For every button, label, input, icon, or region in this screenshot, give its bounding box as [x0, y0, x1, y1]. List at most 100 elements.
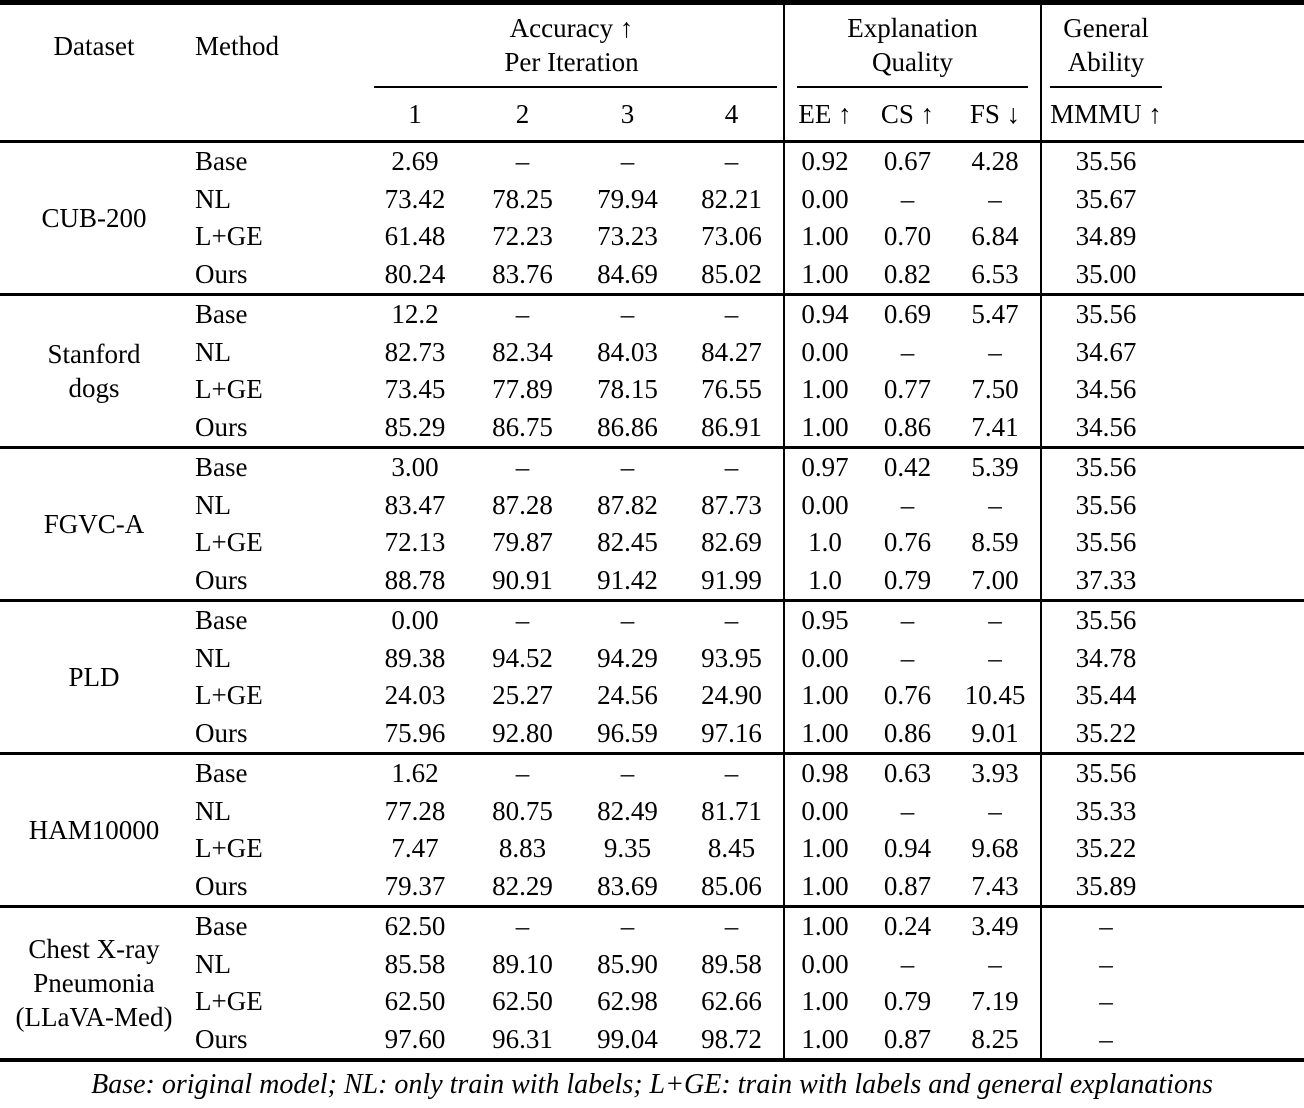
row-spacer: [1170, 218, 1304, 256]
fs-value: –: [988, 336, 1002, 367]
dataset-label-line: Stanford: [47, 339, 141, 369]
iter4-value: 98.72: [701, 1023, 762, 1054]
mmmu-value: 35.22: [1040, 714, 1170, 752]
iter2-value: 90.91: [492, 564, 553, 595]
fs-value: –: [988, 605, 1002, 636]
iter4-value: 62.66: [701, 986, 762, 1017]
group-header-general-line1: General: [1063, 13, 1149, 43]
cs-value: 0.42: [883, 452, 932, 483]
iter1-value: 0.00: [391, 605, 439, 636]
row-spacer: [1170, 296, 1304, 334]
mmmu-value: –: [1040, 1020, 1170, 1058]
iter3-value: –: [620, 605, 635, 636]
fs-value: 3.93: [971, 758, 1019, 789]
method-label: Base: [195, 299, 248, 330]
cs-value: 0.94: [883, 833, 932, 864]
table-row: Base 1.62 – – – 0.98 0.63 3.93 35.56: [0, 755, 1304, 793]
group-header-accuracy: Accuracy ↑ Per Iteration: [360, 5, 783, 88]
method-label: Ours: [195, 870, 248, 901]
row-spacer: [1170, 1021, 1304, 1059]
row-spacer: [1170, 562, 1304, 600]
iter3-value: –: [620, 146, 635, 177]
iter1-value: 2.69: [391, 146, 439, 177]
cs-value: –: [900, 948, 915, 979]
fs-value: 7.50: [971, 374, 1019, 405]
ee-value: 1.00: [783, 1020, 865, 1058]
method-label: NL: [195, 795, 231, 826]
iter4-value: –: [724, 911, 739, 942]
iter1-value: 73.42: [384, 183, 446, 214]
iter1-value: 3.00: [391, 452, 439, 483]
iter4-value: –: [724, 146, 739, 177]
row-spacer: [1170, 409, 1304, 447]
iter3-value: 24.56: [597, 680, 658, 711]
table-row: NL 83.47 87.28 87.82 87.73 0.00 – – 35.56: [0, 486, 1304, 524]
fs-value: 7.19: [971, 986, 1019, 1017]
method-label: NL: [195, 183, 231, 214]
iter1-value: 1.62: [391, 758, 439, 789]
iter4-value: 85.02: [701, 258, 762, 289]
col-header-method: Method: [195, 31, 279, 61]
method-label: NL: [195, 642, 231, 673]
mmmu-value: 34.56: [1040, 371, 1170, 409]
iter1-value: 82.73: [384, 336, 446, 367]
iter3-value: 83.69: [597, 870, 658, 901]
col-header-iteration-1: 1: [408, 98, 422, 129]
dataset-label-line: Pneumonia: [33, 968, 155, 998]
mmmu-value: 35.56: [1040, 449, 1170, 487]
table-row: L+GE 72.13 79.87 82.45 82.69 1.0 0.76 8.59 35.56: [0, 524, 1304, 562]
table-row: Base 62.50– – –1.00 0.24 3.49–: [0, 908, 1304, 946]
mmmu-value: 34.56: [1040, 408, 1170, 446]
fs-value: 8.59: [971, 527, 1019, 558]
dataset-label: PLD: [0, 602, 188, 752]
iter1-value: 62.50: [384, 911, 446, 942]
table-row: Base 12.2 – – – 0.94 0.69 5.47 35.56: [0, 296, 1304, 334]
dataset-label: FGVC-A: [0, 449, 188, 599]
ee-value: 0.94: [783, 296, 865, 334]
table-header: Dataset Method Accuracy ↑ Per Iteration …: [0, 5, 1304, 140]
col-header-cs: CS ↑: [880, 98, 935, 129]
iter4-value: 91.99: [701, 564, 762, 595]
iter2-value: 92.80: [492, 717, 553, 748]
method-label: L+GE: [195, 527, 263, 558]
cs-value: –: [900, 336, 915, 367]
iter3-value: 96.59: [597, 717, 658, 748]
table-row: Ours 85.29 86.75 86.86 86.91 1.00 0.86 7.41 34.5…: [0, 408, 1304, 447]
method-label: Ours: [195, 717, 248, 748]
fs-value: –: [988, 948, 1002, 979]
general-group-underline: [1050, 86, 1162, 88]
iter4-value: –: [724, 605, 739, 636]
ee-value: 0.98: [783, 755, 865, 793]
iter1-value: 85.29: [384, 411, 446, 442]
table-row: Base 2.69 – – – 0.92 0.67 4.28 35.56: [0, 143, 1304, 181]
mmmu-value: 35.44: [1040, 677, 1170, 715]
iter2-value: 80.75: [492, 795, 553, 826]
cs-value: 0.77: [883, 374, 932, 405]
ee-value: 1.00: [783, 983, 865, 1021]
iter1-value: 83.47: [384, 489, 446, 520]
iter2-value: 87.28: [492, 489, 553, 520]
ee-value: 1.0: [783, 524, 865, 562]
row-spacer: [1170, 830, 1304, 868]
iter1-value: 72.13: [384, 527, 446, 558]
table-row: NL 82.73 82.34 84.03 84.27 0.00 – – 34.67: [0, 333, 1304, 372]
fs-value: 9.68: [971, 833, 1019, 864]
mmmu-value: 35.56: [1040, 143, 1170, 181]
iter1-value: 73.45: [384, 374, 446, 405]
col-header-iteration-4: 4: [724, 98, 739, 129]
row-spacer: [1170, 946, 1304, 984]
ee-value: 0.95: [783, 602, 865, 640]
fs-value: –: [988, 183, 1002, 214]
mmmu-value: –: [1040, 983, 1170, 1021]
iter4-value: –: [724, 299, 739, 330]
fs-value: 10.45: [964, 680, 1026, 711]
dataset-label: HAM10000: [0, 755, 188, 905]
iter2-value: 86.75: [492, 411, 553, 442]
iter2-value: 83.76: [492, 258, 553, 289]
iter1-value: 61.48: [384, 221, 446, 252]
row-spacer: [1170, 334, 1304, 372]
iter4-value: 82.69: [701, 527, 762, 558]
dataset-label-line: dogs: [68, 373, 120, 403]
fs-value: 6.53: [971, 258, 1019, 289]
